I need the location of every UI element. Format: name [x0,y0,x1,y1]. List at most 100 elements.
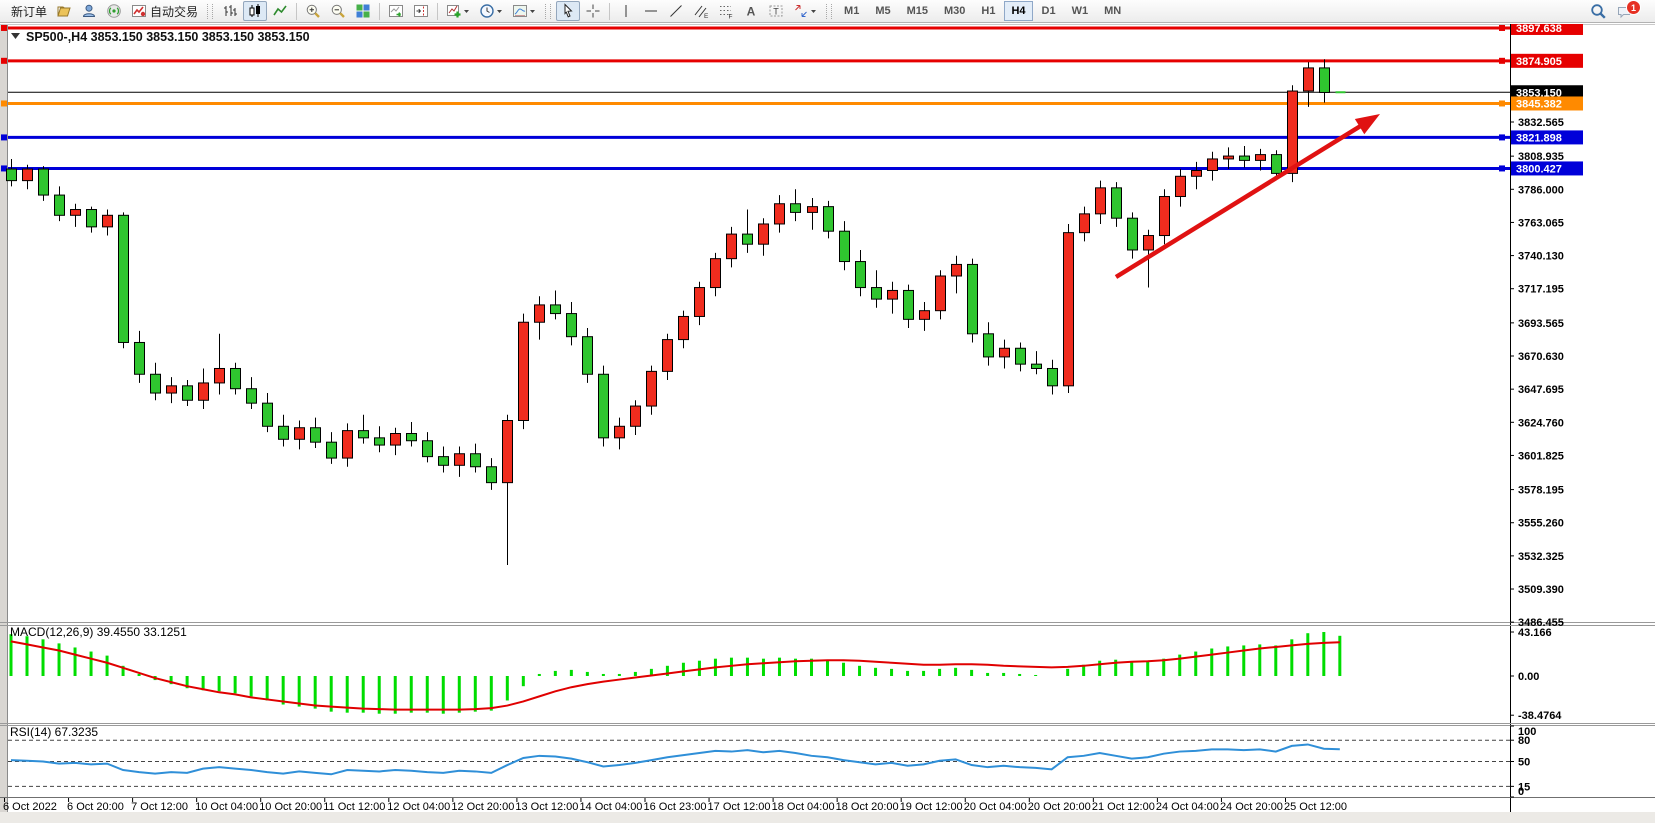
svg-text:3821.898: 3821.898 [1516,132,1562,144]
search-icon [1591,3,1606,19]
price-axis[interactable]: 3832.565 3808.935 3786.000 3763.065 3740.130… [1510,24,1583,629]
equidistant-channel-button[interactable]: E [689,1,713,21]
signals-button[interactable] [102,1,126,21]
bar-chart-button[interactable] [218,1,242,21]
templates-button[interactable] [508,1,540,21]
search-button[interactable] [1586,1,1611,21]
time-axis[interactable]: 6 Oct 2022 6 Oct 20:00 7 Oct 12:00 10 Oct 0… [3,798,1347,813]
timeframe-button-W1[interactable]: W1 [1071,5,1089,17]
line-handle[interactable] [1,165,7,172]
auto-scroll-button[interactable] [384,1,408,21]
vertical-line-icon [625,5,627,17]
timeframe-button-D1[interactable]: D1 [1041,5,1056,17]
autotrading-button[interactable]: 自动交易 [127,1,202,21]
timeframe-button-MN[interactable]: MN [1104,5,1122,17]
clock-icon [480,4,494,18]
cursor-icon [564,3,573,18]
timeframe-toolbar: M1 M5 M15 M30 H1 H4 D1 W1 MN [837,1,1128,21]
profile-icon [83,4,96,17]
symbol-title[interactable]: SP500-,H4 3853.150 3853.150 3853.150 385… [11,30,310,44]
svg-text:E: E [704,13,709,19]
notification-badge: 1 [1626,0,1641,15]
price-badge-3874.905: 3874.905 [1511,53,1583,68]
line-handle[interactable] [1499,24,1505,31]
time-tick-label: 13 Oct 12:00 [515,801,578,813]
symbol-dropdown-icon[interactable] [11,33,20,39]
auto-scroll-icon [389,5,404,17]
zoom-out-button[interactable] [326,1,350,21]
macd-tick-label: -38.4764 [1518,710,1562,722]
time-tick-label: 7 Oct 12:00 [131,801,188,813]
text-label-button[interactable]: T [764,1,788,21]
price-badge-3845.382: 3845.382 [1511,96,1583,111]
trendline-icon [670,5,682,17]
files-button[interactable] [52,1,76,21]
zoom-out-icon [331,4,345,18]
time-tick-label: 11 Oct 12:00 [323,801,385,813]
timeframe-button-M1[interactable]: M1 [844,5,860,17]
line-handle[interactable] [1499,57,1505,64]
candlestick-chart-button[interactable] [243,1,268,21]
line-chart-button[interactable] [268,1,292,21]
hline-level-3845[interactable] [1,100,1510,107]
svg-text:3853.150: 3853.150 [1516,87,1562,99]
price-badge-3800.427: 3800.427 [1511,161,1583,176]
timeframe-button-M5[interactable]: M5 [875,5,891,17]
time-tick-label: 16 Oct 23:00 [644,801,707,813]
timeframe-button-H4[interactable]: H4 [1004,1,1033,21]
toolbar: 新订单 自动交易 [0,0,1655,23]
trendline-button[interactable] [664,1,688,21]
time-tick-label: 14 Oct 04:00 [579,801,642,813]
price-tick-label: 3555.260 [1518,518,1564,530]
time-tick-label: 17 Oct 12:00 [708,801,771,813]
line-handle[interactable] [1499,134,1505,141]
toolbar-separator [437,2,439,20]
tile-windows-button[interactable] [351,1,375,21]
indicators-button[interactable] [442,1,474,21]
time-tick-label: 18 Oct 04:00 [772,801,835,813]
chevron-down-icon [497,10,503,13]
new-order-button[interactable]: 新订单 [4,1,51,21]
timeframe-button-M30[interactable]: M30 [944,5,966,17]
chevron-down-icon [811,10,817,13]
hline-support-3800[interactable] [1,165,1510,172]
crosshair-icon [586,4,600,18]
files-icon [57,6,71,17]
line-handle[interactable] [1,24,7,31]
timeframe-button-M15[interactable]: M15 [906,5,928,17]
time-tick-label: 18 Oct 20:00 [836,801,899,813]
line-handle[interactable] [1499,100,1505,107]
zoom-in-button[interactable] [301,1,325,21]
line-chart-icon [273,5,287,16]
rsi-tick-label: 15 [1518,781,1530,793]
arrows-tool-button[interactable] [789,1,821,21]
horizontal-line-button[interactable] [639,1,663,21]
chart-shift-button[interactable] [409,1,433,21]
trend-arrow[interactable] [1114,114,1380,279]
hline-resistance-3897[interactable] [1,24,1510,31]
timeframe-button-H1[interactable]: H1 [981,5,996,17]
price-chart[interactable]: SP500-,H4 3853.150 3853.150 3853.150 385… [0,24,1655,823]
tile-windows-icon [356,4,370,18]
crosshair-button[interactable] [581,1,605,21]
rsi-tick-label: 80 [1518,735,1530,747]
time-tick-label: 21 Oct 12:00 [1092,801,1155,813]
vertical-line-button[interactable] [614,1,638,21]
line-handle[interactable] [1,100,7,107]
chat-button[interactable]: 1 [1612,0,1641,21]
text-tool-button[interactable]: A [739,1,763,21]
new-order-label: 新订单 [11,4,48,19]
profile-button[interactable] [77,1,101,21]
toolbar-grip [826,3,833,19]
fibonacci-button[interactable]: F [714,1,738,21]
periods-button[interactable] [475,1,507,21]
cursor-button[interactable] [556,1,581,21]
line-handle[interactable] [1499,165,1505,172]
line-handle[interactable] [1,134,7,141]
time-tick-label: 12 Oct 04:00 [387,801,450,813]
svg-text:A: A [747,5,756,19]
line-handle[interactable] [1,57,7,64]
hline-resistance-3874[interactable] [1,57,1510,64]
hline-support-3821[interactable] [1,134,1510,141]
